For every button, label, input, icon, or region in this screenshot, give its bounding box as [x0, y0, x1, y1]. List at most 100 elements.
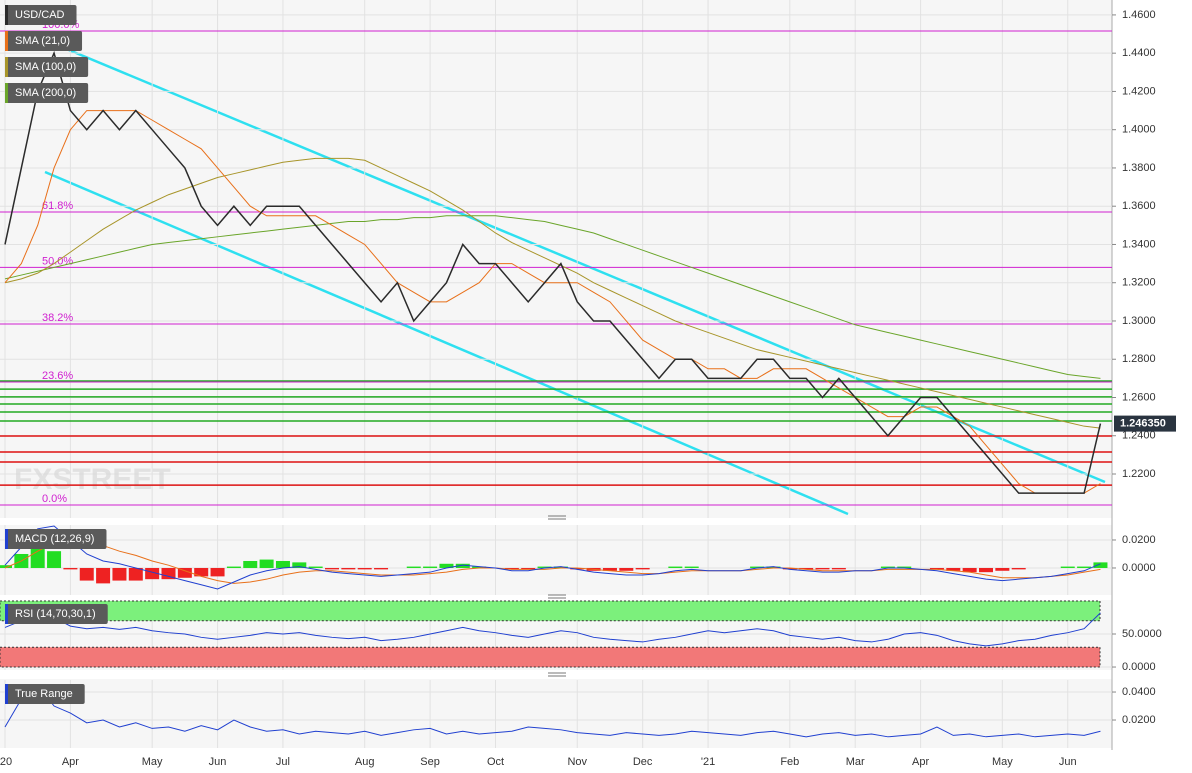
histogram-bar	[194, 567, 209, 577]
legend-swatch	[5, 684, 8, 704]
y-tick-label: 1.2600	[1122, 391, 1156, 403]
legend-text: SMA (200,0)	[15, 87, 76, 99]
histogram-bar	[128, 567, 143, 581]
histogram-bar	[243, 560, 258, 568]
x-tick-label: May	[142, 756, 163, 768]
histogram-bar	[831, 567, 846, 570]
fib-label: 38.2%	[42, 312, 73, 324]
histogram-bar	[553, 566, 568, 568]
histogram-bar	[946, 567, 961, 571]
histogram-bar	[341, 567, 356, 570]
legend-box	[5, 31, 83, 51]
histogram-bar	[472, 566, 487, 568]
histogram-bar	[766, 566, 781, 568]
x-tick-label: Oct	[487, 756, 504, 768]
sma-line	[4, 157, 1101, 429]
x-tick-label: Feb	[780, 756, 799, 768]
legend-text: USD/CAD	[15, 9, 65, 21]
y-tick-label: 0.0200	[1122, 714, 1156, 726]
y-tick-label: 1.3800	[1122, 162, 1156, 174]
histogram-bar	[619, 567, 634, 571]
histogram-bar	[880, 566, 895, 568]
legend-swatch	[5, 31, 8, 51]
histogram-bar	[995, 567, 1010, 571]
histogram-bar	[602, 567, 617, 571]
x-tick-label: Dec	[633, 756, 653, 768]
panel-handles	[548, 515, 566, 677]
zone	[0, 646, 1101, 668]
histogram-bar	[374, 567, 389, 570]
y-tick-label: 1.3400	[1122, 238, 1156, 250]
legend-box	[5, 604, 108, 624]
histogram-bar	[1077, 566, 1092, 568]
legend-item: MACD (12,26,9)	[5, 529, 107, 549]
x-tick-label: Aug	[355, 756, 375, 768]
x-tick-label: Sep	[420, 756, 440, 768]
price-panel	[0, 0, 1112, 518]
y-tick-label: 1.4400	[1122, 47, 1156, 59]
tr-panel	[0, 679, 1112, 748]
fib-label: 0.0%	[42, 493, 67, 505]
legend-box	[5, 83, 89, 103]
legend-text: RSI (14,70,30,1)	[15, 608, 96, 620]
histogram-bar	[406, 566, 421, 568]
fib-label: 23.6%	[42, 370, 73, 382]
legend-swatch	[5, 5, 8, 25]
legend-swatch	[5, 83, 8, 103]
histogram-bar	[292, 562, 307, 568]
trendline	[44, 38, 1106, 484]
sma-line	[4, 215, 1101, 379]
x-tick-label: '21	[701, 756, 715, 768]
legend-box	[5, 5, 77, 25]
y-tick-label: 1.2200	[1122, 468, 1156, 480]
legend-item: SMA (100,0)	[5, 57, 89, 77]
trendline	[44, 170, 849, 516]
y-tick-label: 1.3000	[1122, 315, 1156, 327]
y-tick-label: 50.0000	[1122, 628, 1162, 640]
histogram-bar	[161, 567, 176, 580]
histogram-bar	[750, 566, 765, 568]
legend-item: SMA (21,0)	[5, 31, 83, 51]
histogram-bar	[684, 566, 699, 568]
legend-box	[5, 684, 85, 704]
histogram-bar	[79, 567, 94, 581]
x-tick-label: Jun	[209, 756, 227, 768]
histogram-bar	[47, 551, 62, 568]
legend-item: RSI (14,70,30,1)	[5, 604, 108, 624]
legend-text: MACD (12,26,9)	[15, 533, 94, 545]
legend-text: SMA (100,0)	[15, 61, 76, 73]
histogram-bar	[1011, 567, 1026, 570]
legend-item: SMA (200,0)	[5, 83, 89, 103]
histogram-bar	[799, 567, 814, 570]
zone	[0, 600, 1101, 622]
legend-box	[5, 57, 89, 77]
histogram-bar	[259, 559, 274, 568]
histogram-bar	[357, 567, 372, 570]
histogram-bar	[96, 567, 111, 584]
histogram-bar	[210, 567, 225, 577]
histogram-bar	[308, 566, 323, 568]
legend-swatch	[5, 529, 8, 549]
y-tick-label: 1.4200	[1122, 85, 1156, 97]
histogram-bar	[0, 565, 12, 568]
histogram-bar	[30, 545, 45, 568]
last-price-label: 1.246350	[1120, 418, 1166, 430]
legend-item: USD/CAD	[5, 5, 77, 25]
histogram-bar	[439, 563, 454, 568]
y-tick-label: 0.0200	[1122, 534, 1156, 546]
histogram-bar	[177, 567, 192, 578]
x-tick-label: May	[992, 756, 1013, 768]
histogram-bar	[897, 566, 912, 568]
legend-text: SMA (21,0)	[15, 35, 70, 47]
x-tick-label: Jun	[1059, 756, 1077, 768]
x-tick-label: Mar	[846, 756, 865, 768]
legend-text: True Range	[15, 688, 73, 700]
y-tick-label: 1.2800	[1122, 353, 1156, 365]
y-tick-label: 0.0000	[1122, 562, 1156, 574]
x-tick-label: Apr	[912, 756, 929, 768]
indicator-line	[4, 684, 1101, 738]
price-line	[4, 50, 1102, 494]
watermark: FXSTREET	[14, 463, 171, 496]
histogram-bar	[929, 567, 944, 570]
